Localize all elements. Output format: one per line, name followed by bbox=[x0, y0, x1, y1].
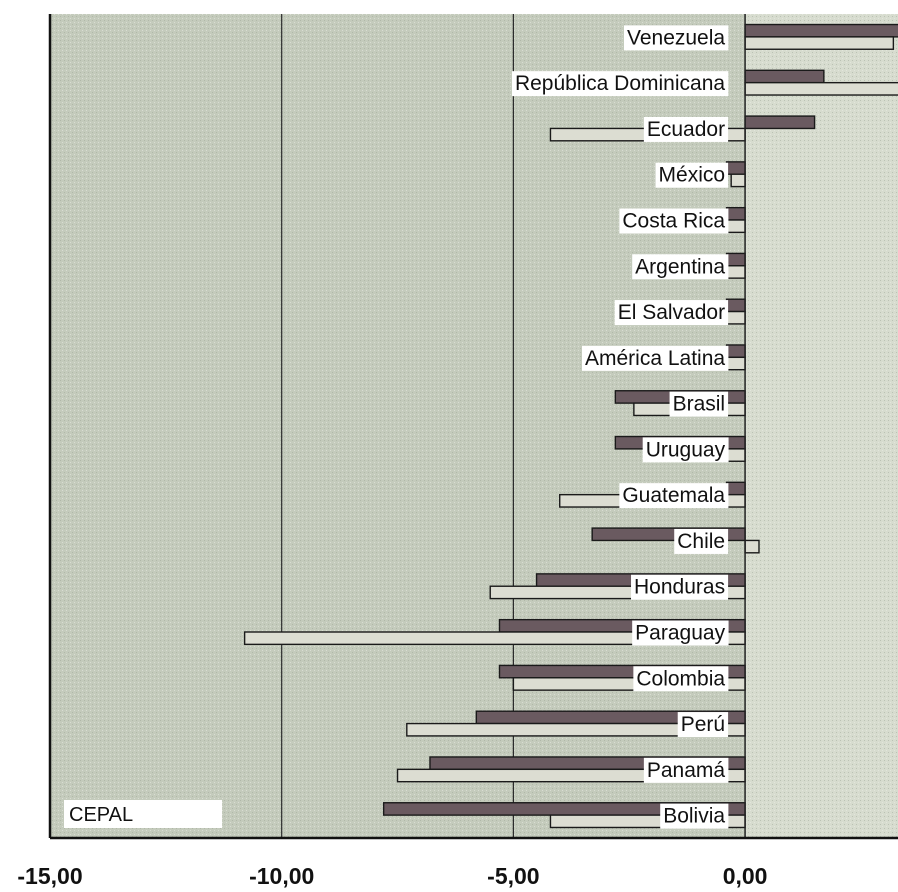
x-tick-label: 0,00 bbox=[723, 863, 768, 889]
category-label-background bbox=[669, 391, 729, 417]
category-label: Costa Rica bbox=[622, 210, 725, 233]
bar-1 bbox=[744, 23, 898, 38]
bar-2 bbox=[730, 173, 746, 188]
category-label-background bbox=[614, 300, 729, 326]
bar-2 bbox=[725, 356, 746, 371]
x-tick-label: -15,00 bbox=[17, 863, 82, 889]
bar-2 bbox=[725, 310, 746, 325]
bar-1 bbox=[725, 298, 746, 313]
category-label: República Dominicana bbox=[515, 72, 725, 95]
category-label: Venezuela bbox=[627, 26, 725, 49]
category-label: México bbox=[659, 164, 726, 187]
category-label: Chile bbox=[677, 530, 725, 553]
category-label-background bbox=[642, 437, 729, 463]
category-label: Paraguay bbox=[635, 622, 725, 645]
x-tick-label: -5,00 bbox=[487, 863, 539, 889]
category-label: Perú bbox=[681, 713, 725, 736]
bar-1 bbox=[744, 69, 825, 84]
category-label: Panamá bbox=[647, 759, 726, 782]
category-label-background bbox=[674, 528, 729, 554]
category-label-background bbox=[633, 666, 729, 692]
bar-1 bbox=[725, 481, 746, 496]
bar-1 bbox=[725, 344, 746, 359]
x-tick-labels: -15,00 -10,00 -5,00 0,00 bbox=[17, 863, 767, 889]
bar-1 bbox=[725, 206, 746, 221]
category-label-background bbox=[655, 162, 729, 188]
category-label-background bbox=[619, 483, 729, 509]
bar-1 bbox=[744, 115, 816, 130]
bar-1 bbox=[725, 161, 746, 175]
source-note: CEPAL bbox=[64, 800, 222, 828]
category-label: Ecuador bbox=[647, 118, 725, 141]
category-label-background bbox=[632, 620, 729, 646]
category-label: Bolivia bbox=[663, 805, 725, 828]
category-label-background bbox=[660, 803, 729, 829]
category-label: Honduras bbox=[634, 576, 725, 599]
bar-2 bbox=[725, 265, 746, 279]
bar-2 bbox=[725, 219, 746, 234]
category-label-background bbox=[619, 208, 729, 234]
category-label: Brasil bbox=[673, 393, 726, 416]
category-label-background bbox=[643, 757, 729, 783]
plot-texture bbox=[50, 14, 898, 838]
bar-2 bbox=[744, 36, 895, 50]
bar-2 bbox=[744, 81, 898, 96]
bar-2 bbox=[744, 539, 760, 554]
category-label-background bbox=[632, 254, 729, 280]
source-note-label: CEPAL bbox=[69, 804, 133, 826]
category-labels: Venezuela República Dominicana Ecuador Méxi… bbox=[511, 25, 729, 829]
category-label: América Latina bbox=[585, 347, 725, 370]
category-label: Argentina bbox=[635, 255, 725, 278]
category-label: Guatemala bbox=[622, 484, 725, 507]
x-tick-label: -10,00 bbox=[249, 863, 314, 889]
category-label-background bbox=[582, 345, 729, 371]
category-label: Uruguay bbox=[646, 438, 726, 461]
bar-2 bbox=[725, 448, 746, 462]
category-label-background bbox=[623, 25, 729, 51]
category-label-background bbox=[511, 71, 729, 97]
category-label-background bbox=[631, 574, 729, 600]
category-label: El Salvador bbox=[618, 301, 725, 324]
bar-1 bbox=[725, 252, 746, 267]
category-label: Colombia bbox=[636, 667, 725, 690]
source-note-background bbox=[64, 800, 222, 828]
gridlines bbox=[281, 14, 514, 838]
category-label-background bbox=[677, 712, 729, 738]
category-label-background bbox=[643, 116, 729, 142]
